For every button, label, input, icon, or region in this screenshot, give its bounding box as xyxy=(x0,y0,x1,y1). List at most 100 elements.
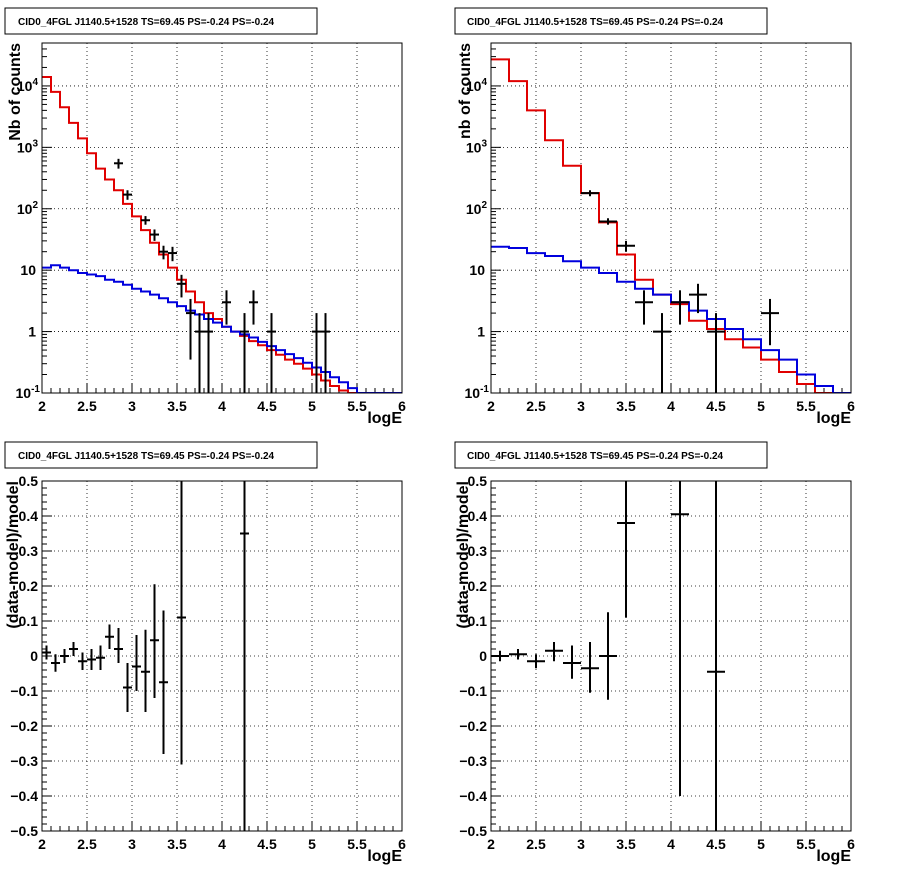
data-point xyxy=(114,158,123,169)
data-point xyxy=(527,654,545,669)
data-point xyxy=(707,313,725,393)
x-tick-label: 5.5 xyxy=(347,398,367,414)
x-tick-label: 5.5 xyxy=(347,836,367,852)
data-point xyxy=(222,290,231,325)
x-tick-label: 4.5 xyxy=(257,836,277,852)
x-axis-label: logE xyxy=(367,410,402,427)
data-point xyxy=(240,481,249,831)
data-point xyxy=(581,642,599,693)
data-point xyxy=(545,642,563,662)
x-tick-label: 2 xyxy=(487,836,495,852)
y-tick-label: 0.3 xyxy=(468,543,488,559)
y-tick-label: 0.1 xyxy=(468,613,488,629)
data-point xyxy=(87,649,96,670)
y-tick-label: 102 xyxy=(466,200,488,217)
y-axis-label: nb of counts xyxy=(457,43,474,139)
plot-frame xyxy=(41,42,403,394)
data-point xyxy=(491,650,509,662)
x-tick-label: 5 xyxy=(308,836,316,852)
y-tick-label: −0.4 xyxy=(459,788,487,804)
data-point xyxy=(123,663,132,712)
data-point xyxy=(78,652,87,670)
data-point xyxy=(204,313,213,393)
x-axis-label: logE xyxy=(816,410,851,427)
plot-area: 2 2.5 3 3.5 4 4.5 5 5.5 6 10-1 1 10 102 103 104 logE Nb … xyxy=(7,42,406,427)
data-point xyxy=(563,645,581,679)
x-tick-label: 5 xyxy=(308,398,316,414)
title-box xyxy=(454,7,768,35)
data-point xyxy=(141,216,150,225)
data-point xyxy=(150,584,159,698)
title-box xyxy=(454,441,768,469)
y-tick-label: 103 xyxy=(466,138,488,155)
data-point xyxy=(509,649,527,660)
data-point xyxy=(653,313,671,393)
x-tick-label: 4 xyxy=(667,836,675,852)
data-point xyxy=(159,610,168,754)
x-tick-label: 3 xyxy=(128,836,136,852)
data-point xyxy=(123,190,132,200)
y-tick-label: −0.2 xyxy=(459,718,487,734)
data-point xyxy=(617,240,635,252)
y-tick-label: −0.5 xyxy=(10,823,38,839)
x-tick-label: 5 xyxy=(757,398,765,414)
x-tick-label: 6 xyxy=(847,836,855,852)
x-tick-label: 4.5 xyxy=(706,836,726,852)
data-point xyxy=(96,645,105,670)
title-box xyxy=(4,7,318,35)
y-tick-label: 0.4 xyxy=(468,508,488,524)
y-tick-label: 10-1 xyxy=(465,384,490,401)
data-point xyxy=(69,642,78,656)
series-group xyxy=(491,481,725,831)
x-tick-label: 2.5 xyxy=(526,836,546,852)
y-tick-label: 104 xyxy=(466,77,488,94)
y-tick-label: −0.3 xyxy=(459,753,487,769)
x-tick-label: 3.5 xyxy=(167,398,187,414)
y-axis-label: (data-model)/model xyxy=(455,481,472,629)
x-tick-label: 3.5 xyxy=(167,836,187,852)
y-tick-label: 10 xyxy=(20,262,36,278)
x-tick-label: 2.5 xyxy=(77,398,97,414)
y-tick-label: 103 xyxy=(17,138,39,155)
data-point xyxy=(177,274,186,298)
y-tick-label: 0.3 xyxy=(19,543,39,559)
x-tick-label: 2 xyxy=(38,398,46,414)
plot-frame xyxy=(490,480,852,832)
y-tick-label: 0.5 xyxy=(468,473,488,489)
y-tick-label: −0.1 xyxy=(459,683,487,699)
data-point xyxy=(312,313,321,393)
y-tick-label: 10-1 xyxy=(16,384,41,401)
x-axis-label: logE xyxy=(816,848,851,865)
y-tick-label: 0.1 xyxy=(19,613,39,629)
panel-residuals-left: CID0_4FGL J1140.5+1528 TS=69.45 PS=-0.24… xyxy=(4,441,406,865)
chart-title: CID0_4FGL J1140.5+1528 TS=69.45 PS=-0.24… xyxy=(467,451,724,462)
plot-frame xyxy=(41,480,403,832)
x-tick-label: 2.5 xyxy=(77,836,97,852)
x-tick-label: 3.5 xyxy=(616,836,636,852)
x-tick-label: 5.5 xyxy=(796,836,816,852)
data-point xyxy=(707,481,725,831)
y-tick-label: −0.2 xyxy=(10,718,38,734)
y-tick-label: 1 xyxy=(477,324,485,340)
chart-title: CID0_4FGL J1140.5+1528 TS=69.45 PS=-0.24… xyxy=(18,17,275,28)
series-group xyxy=(491,58,851,393)
data-point xyxy=(599,218,617,225)
data-point xyxy=(132,635,141,691)
plot-area: 2 2.5 3 3.5 4 4.5 5 5.5 6 10-1 1 10 102 103 104 logE nb … xyxy=(457,42,855,427)
data-point xyxy=(581,190,599,197)
data-point xyxy=(168,246,177,262)
data-point xyxy=(761,298,779,346)
x-tick-label: 4 xyxy=(218,398,226,414)
x-tick-label: 6 xyxy=(847,398,855,414)
data-point xyxy=(599,612,617,700)
x-tick-label: 4 xyxy=(218,836,226,852)
x-tick-label: 2 xyxy=(487,398,495,414)
chart-title: CID0_4FGL J1140.5+1528 TS=69.45 PS=-0.24… xyxy=(467,17,724,28)
panel-residuals-right: CID0_4FGL J1140.5+1528 TS=69.45 PS=-0.24… xyxy=(454,441,855,865)
x-tick-label: 4.5 xyxy=(706,398,726,414)
y-tick-label: 10 xyxy=(469,262,485,278)
plot-area: 2 2.5 3 3.5 4 4.5 5 5.5 6 −0.5 −0.4 −0.3 −0.2 −0.1 0 0.… xyxy=(5,473,406,865)
y-tick-label: 0 xyxy=(479,648,487,664)
y-tick-label: −0.3 xyxy=(10,753,38,769)
